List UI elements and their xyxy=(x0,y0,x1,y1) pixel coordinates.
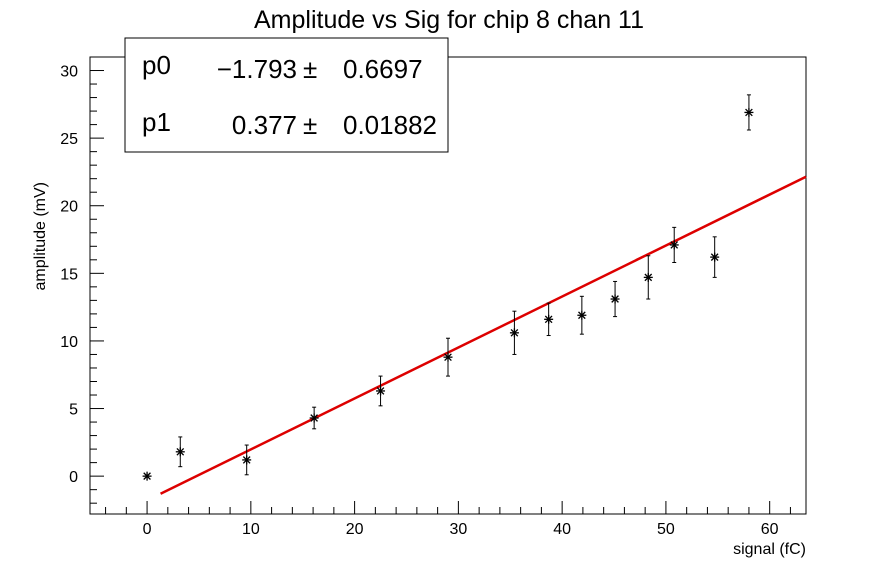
stat-p1-name: p1 xyxy=(142,107,171,137)
y-tick-label: 25 xyxy=(60,131,78,148)
star-marker xyxy=(610,294,620,304)
x-tick-label: 50 xyxy=(657,521,675,538)
star-marker xyxy=(509,328,519,338)
x-tick-label: 10 xyxy=(242,521,260,538)
y-axis-title: amplitude (mV) xyxy=(32,182,49,290)
data-point xyxy=(643,255,653,300)
stat-p0-name: p0 xyxy=(142,50,171,80)
y-tick-label: 10 xyxy=(60,334,78,351)
stats-box-frame xyxy=(124,37,449,153)
data-point xyxy=(610,280,620,318)
data-point xyxy=(710,236,720,278)
x-tick-label: 30 xyxy=(449,521,467,538)
data-point xyxy=(142,471,152,481)
x-tick-label: 60 xyxy=(761,521,779,538)
y-tick-label: 5 xyxy=(69,402,78,419)
data-point xyxy=(376,375,386,407)
stat-p0-pm: ± xyxy=(303,54,317,84)
data-point xyxy=(544,302,554,337)
fit-line xyxy=(160,175,807,495)
data-point xyxy=(175,436,185,468)
stat-p1-error: 0.01882 xyxy=(343,110,437,140)
x-tick-label: 20 xyxy=(346,521,364,538)
x-tick-label: 0 xyxy=(143,521,152,538)
data-point xyxy=(577,295,587,335)
x-axis: 0 10 20 30 40 50 60 xyxy=(105,501,791,538)
chart-title: Amplitude vs Sig for chip 8 chan 11 xyxy=(254,6,644,34)
data-point xyxy=(744,94,754,131)
y-tick-label: 15 xyxy=(60,266,78,283)
star-marker xyxy=(544,314,554,324)
star-marker xyxy=(669,240,679,250)
star-marker xyxy=(142,471,152,481)
star-marker xyxy=(643,272,653,282)
stat-p0-value: −1.793 xyxy=(217,54,297,84)
star-marker xyxy=(443,352,453,362)
star-marker xyxy=(242,455,252,465)
y-tick-label: 0 xyxy=(69,469,78,486)
star-marker xyxy=(309,413,319,423)
stats-box: p0 −1.793 ± 0.6697 p1 0.377 ± 0.01882 xyxy=(124,37,449,153)
y-axis: 0 5 10 15 20 25 30 xyxy=(60,56,104,504)
data-point xyxy=(242,444,252,476)
x-axis-title: signal (fC) xyxy=(733,541,806,558)
data-point xyxy=(669,226,679,264)
data-point xyxy=(309,406,319,430)
star-marker xyxy=(710,252,720,262)
star-marker xyxy=(175,447,185,457)
stat-p1-pm: ± xyxy=(303,110,317,140)
star-marker xyxy=(744,107,754,117)
x-tick-label: 40 xyxy=(553,521,571,538)
y-tick-label: 20 xyxy=(60,199,78,216)
star-marker xyxy=(577,310,587,320)
star-marker xyxy=(376,386,386,396)
data-point xyxy=(443,337,453,377)
data-point xyxy=(509,310,519,355)
fit-layer xyxy=(160,175,807,495)
data-points xyxy=(142,94,754,481)
stat-p1-value: 0.377 xyxy=(232,110,297,140)
stat-p0-error: 0.6697 xyxy=(343,54,423,84)
y-tick-label: 30 xyxy=(60,64,78,81)
